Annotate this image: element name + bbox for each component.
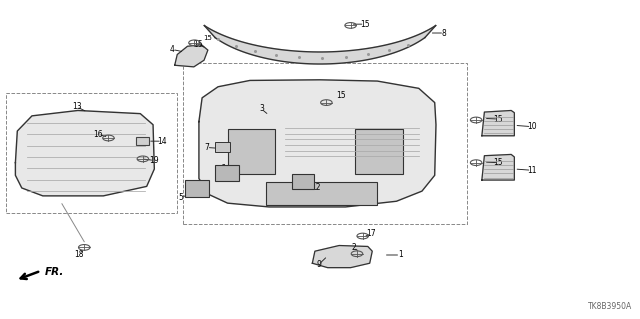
Text: 15: 15 [193,40,202,49]
Text: 7: 7 [204,143,209,152]
Bar [228,130,275,174]
Polygon shape [175,45,208,67]
Text: 2: 2 [351,243,356,252]
Text: 8: 8 [442,28,447,38]
Text: 9: 9 [316,260,321,269]
Text: 19: 19 [150,156,159,165]
Bar [6,93,177,213]
Text: 15: 15 [493,158,503,167]
Text: 17: 17 [366,229,376,238]
Text: 13: 13 [72,102,81,111]
Polygon shape [199,80,436,207]
Polygon shape [312,246,372,268]
Text: 12: 12 [312,183,321,192]
Text: 15: 15 [337,91,346,100]
Text: TK8B3950A: TK8B3950A [588,302,632,311]
Text: 3: 3 [259,104,264,113]
Text: 16: 16 [93,130,103,139]
Text: 14: 14 [157,137,167,146]
Text: 15: 15 [493,115,503,123]
Text: 5: 5 [179,193,184,202]
Text: 18: 18 [74,250,84,259]
Polygon shape [482,110,515,136]
Text: 4: 4 [170,45,175,54]
Polygon shape [15,110,154,196]
Text: FR.: FR. [45,267,64,278]
Bar [292,174,314,189]
Text: 10: 10 [527,122,536,131]
Bar [136,137,149,145]
Text: 15: 15 [204,35,212,41]
Bar [215,165,239,181]
Text: 1: 1 [398,250,403,259]
Bar [183,63,467,224]
Polygon shape [204,26,436,64]
Polygon shape [482,154,515,180]
Bar [185,180,209,197]
Bar [216,142,230,152]
Bar [266,182,378,205]
Text: 15: 15 [360,20,369,29]
Bar [355,130,403,174]
Text: 6: 6 [221,164,225,173]
Text: 11: 11 [527,166,536,175]
